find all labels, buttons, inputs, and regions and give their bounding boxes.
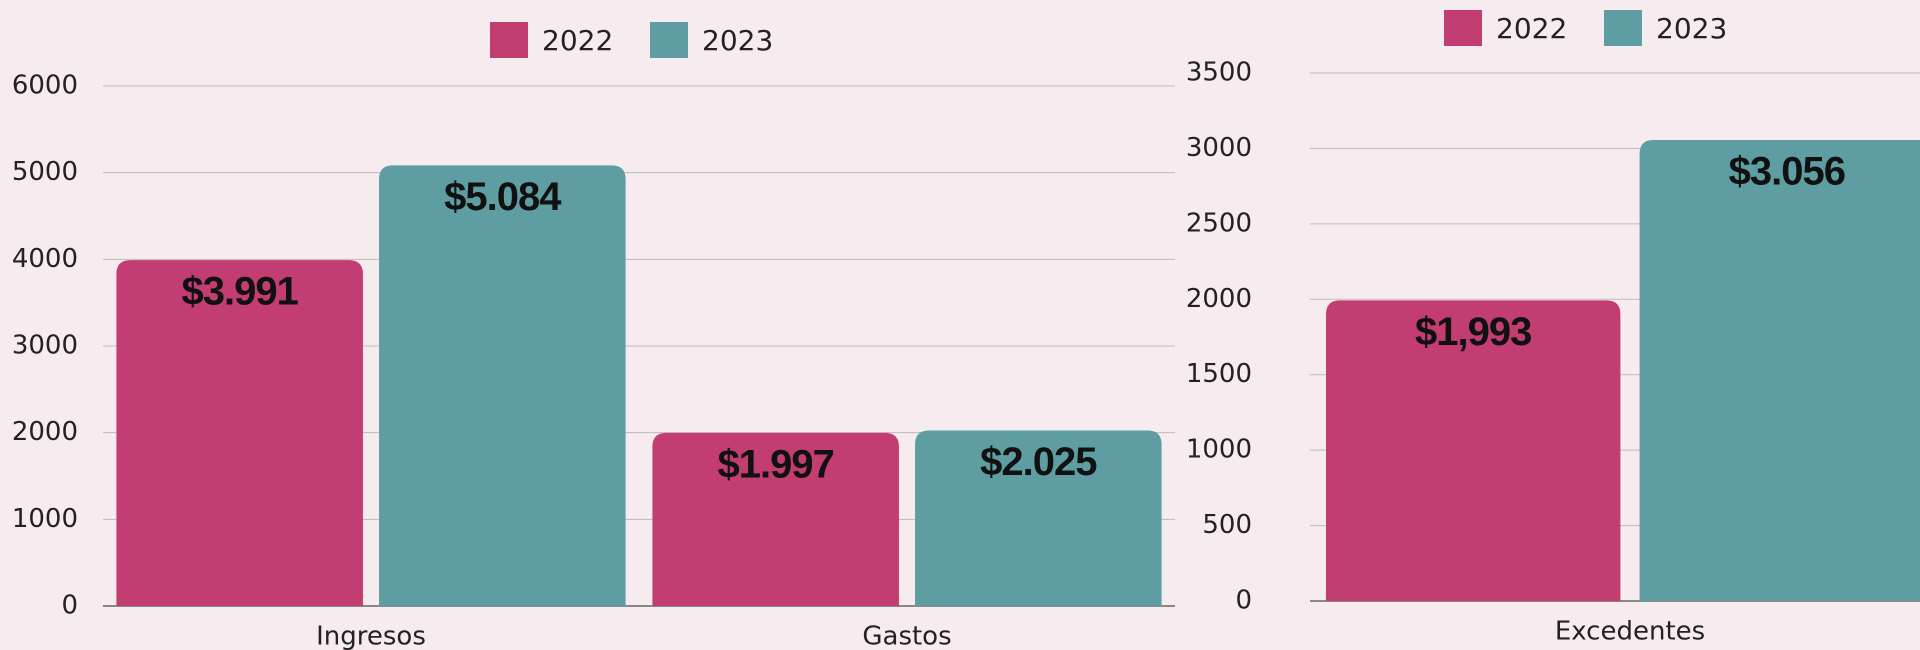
legend-label: 2022 bbox=[542, 24, 613, 57]
y-tick-label: 0 bbox=[61, 591, 78, 621]
x-tick-label: Gastos bbox=[862, 622, 951, 650]
y-tick-label: 4000 bbox=[12, 244, 78, 274]
y-tick-label: 1000 bbox=[1186, 435, 1252, 465]
y-tick-label: 2500 bbox=[1186, 208, 1252, 238]
y-tick-label: 1500 bbox=[1186, 359, 1252, 389]
y-tick-label: 5000 bbox=[12, 157, 78, 187]
data-label: $3.991 bbox=[182, 270, 299, 314]
y-tick-label: 0 bbox=[1235, 586, 1252, 616]
bar bbox=[1639, 139, 1920, 601]
data-label: $1.997 bbox=[718, 442, 834, 486]
chart: 0 500 1000 1500 2000 2500 3000 3500 2022 2023 Exce… bbox=[1186, 10, 1920, 647]
data-label: $2.025 bbox=[980, 440, 1097, 484]
legend-swatch bbox=[490, 22, 528, 58]
x-tick-label: Excedentes bbox=[1555, 617, 1705, 647]
legend-label: 2023 bbox=[702, 24, 773, 57]
data-label: $1,993 bbox=[1415, 310, 1531, 354]
bar bbox=[915, 430, 1162, 606]
bar bbox=[116, 260, 363, 606]
bar bbox=[379, 165, 626, 607]
legend-label: 2022 bbox=[1496, 12, 1567, 45]
legend-swatch bbox=[650, 22, 688, 58]
legend-label: 2023 bbox=[1656, 12, 1727, 45]
x-tick-label: Ingresos bbox=[316, 622, 426, 650]
y-tick-label: 3000 bbox=[1186, 133, 1252, 163]
y-tick-label: 3000 bbox=[12, 331, 78, 361]
legend-swatch bbox=[1604, 10, 1642, 46]
legend-swatch bbox=[1444, 10, 1482, 46]
data-label: $5.084 bbox=[444, 175, 562, 219]
y-tick-label: 2000 bbox=[12, 417, 78, 447]
y-tick-label: 6000 bbox=[12, 71, 78, 101]
data-label: $3.056 bbox=[1729, 150, 1845, 194]
y-tick-label: 500 bbox=[1202, 510, 1252, 540]
bar bbox=[652, 432, 899, 606]
bar bbox=[1326, 300, 1621, 601]
y-tick-label: 3500 bbox=[1186, 58, 1252, 88]
chart: 0 1000 2000 3000 4000 5000 6000 2022 2023 Ingreso… bbox=[12, 22, 1175, 650]
y-tick-label: 2000 bbox=[1186, 284, 1252, 314]
y-tick-label: 1000 bbox=[12, 504, 78, 534]
